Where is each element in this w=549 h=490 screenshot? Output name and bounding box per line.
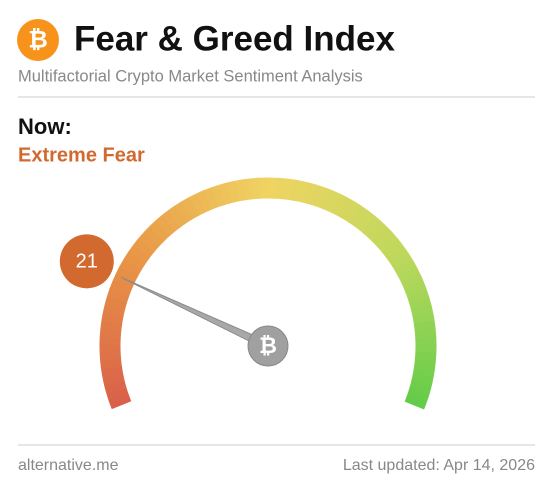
gauge-band	[406, 288, 430, 303]
needle	[121, 276, 271, 351]
gauge-band	[407, 387, 430, 402]
gauge-band	[400, 273, 424, 290]
gauge-band	[404, 394, 428, 410]
gauge-band	[133, 238, 155, 258]
gauge-band	[149, 220, 170, 242]
gauge-band	[337, 197, 355, 220]
gauge-band	[349, 205, 369, 228]
gauge-band	[413, 320, 436, 331]
gauge-band	[104, 380, 127, 394]
gauge-band	[411, 373, 434, 387]
gauge-band	[275, 177, 285, 200]
gauge-band	[138, 232, 160, 253]
gauge-band	[381, 238, 404, 258]
gauge-band	[108, 394, 132, 410]
gauge-band	[116, 265, 139, 283]
gauge-band	[403, 280, 427, 296]
gauge-band	[196, 190, 213, 213]
now-label: Now:	[18, 114, 72, 139]
gauge-band	[107, 287, 130, 303]
gauge-band	[243, 178, 255, 201]
gauge-band	[361, 215, 382, 237]
value-label: 21	[76, 251, 98, 273]
gauge-band	[119, 258, 143, 276]
gauge-band	[414, 359, 436, 370]
gauge-band	[100, 358, 122, 370]
classification: Extreme Fear	[18, 144, 145, 166]
gauge-band	[330, 193, 348, 216]
gauge-band	[101, 311, 124, 324]
gauge-band	[99, 327, 122, 338]
gauge-band	[289, 179, 302, 202]
gauge-band	[296, 180, 310, 203]
gauge-band	[303, 182, 318, 205]
gauge-band	[412, 312, 435, 324]
gauge-band	[410, 304, 434, 317]
gauge-band	[102, 373, 125, 386]
source: alternative.me	[18, 457, 119, 474]
gauge-band	[408, 296, 432, 310]
gauge-band	[251, 177, 262, 200]
gauge-band	[343, 201, 362, 224]
gauge-band	[155, 215, 176, 237]
bitcoin-logo	[17, 19, 59, 61]
gauge-band	[188, 193, 206, 216]
gauge-band	[317, 187, 333, 210]
gauge-band	[414, 352, 437, 362]
gauge-band	[376, 232, 399, 253]
gauge-band	[101, 366, 124, 378]
gauge-band	[109, 280, 133, 296]
gauge: ₿ 21	[59, 177, 437, 410]
gauge-band	[181, 197, 200, 220]
gauge-band	[310, 184, 325, 208]
subtitle: Multifactorial Crypto Market Sentiment A…	[18, 67, 363, 85]
gauge-band	[409, 380, 432, 394]
gauge-band	[397, 265, 421, 283]
gauge-band	[371, 226, 393, 247]
gauge-band	[324, 190, 341, 213]
gauge-band	[386, 245, 408, 264]
gauge-band	[106, 387, 129, 402]
gauge-band	[174, 201, 193, 224]
gauge-band	[211, 184, 226, 208]
gauge-band	[203, 187, 219, 210]
bitcoin-symbol: ₿	[28, 26, 48, 53]
gauge-band	[128, 244, 151, 264]
gauge-band	[102, 303, 126, 317]
last-updated: Last updated: Apr 14, 2026	[343, 457, 535, 474]
gauge-band	[282, 178, 294, 201]
gauge-band	[414, 328, 437, 339]
gauge-band	[168, 205, 187, 228]
title: Fear & Greed Index	[74, 19, 395, 58]
needle-hub	[247, 325, 289, 367]
gauge-band	[390, 251, 413, 270]
gauge-band	[143, 226, 165, 247]
hub-symbol: ₿	[259, 333, 277, 358]
value-bubble	[59, 234, 114, 289]
gauge-band	[161, 210, 181, 232]
gauge-band	[235, 179, 247, 202]
gauge-band	[100, 319, 123, 331]
gauge-band	[394, 258, 417, 277]
gauge-band	[412, 366, 435, 378]
gauge-band	[99, 351, 122, 362]
gauge-band	[123, 251, 146, 270]
gauge-band	[366, 220, 388, 242]
gauge-band	[104, 295, 128, 310]
gauge-band	[219, 182, 233, 205]
gauge-band	[355, 210, 375, 232]
gauge-band	[227, 180, 240, 203]
